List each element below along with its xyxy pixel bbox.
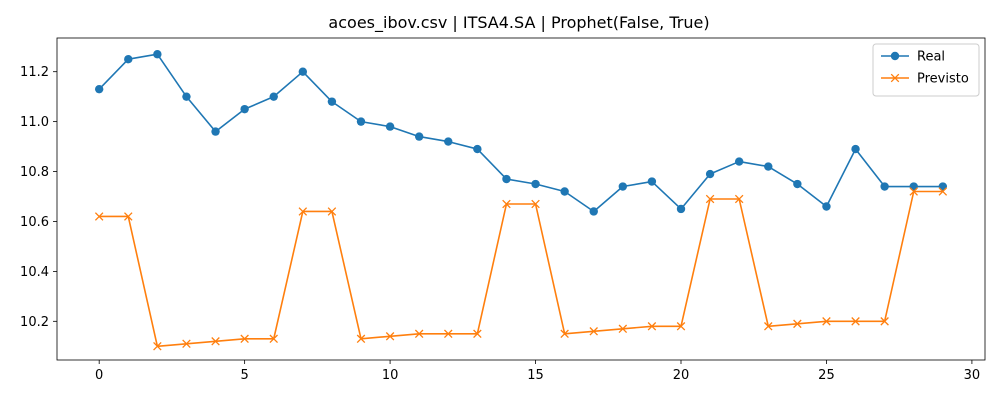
data-point-previsto — [240, 334, 249, 344]
legend-marker-real — [890, 51, 900, 61]
series-line-real — [98, 53, 943, 213]
data-point-real — [793, 179, 802, 189]
x-tick-label: 15 — [527, 368, 544, 383]
legend-label-real: Real — [917, 50, 945, 65]
data-point-previsto — [414, 329, 424, 339]
data-point-previsto — [211, 337, 220, 346]
data-point-previsto — [385, 332, 395, 341]
data-point-previsto — [793, 319, 802, 329]
data-point-previsto — [356, 334, 366, 344]
x-tick-label: 20 — [673, 368, 690, 383]
data-point-previsto — [298, 207, 308, 216]
legend-marker-previsto — [890, 73, 900, 83]
data-point-previsto — [444, 329, 453, 339]
data-point-real — [618, 182, 628, 191]
data-point-real — [822, 202, 831, 211]
data-point-real — [327, 97, 337, 106]
data-point-previsto — [269, 334, 278, 344]
data-point-real — [182, 92, 191, 101]
data-point-real — [734, 157, 744, 166]
data-point-real — [880, 182, 889, 191]
data-point-real — [356, 117, 366, 126]
data-point-real — [647, 177, 657, 186]
data-point-real — [153, 50, 162, 59]
x-tick-label: 30 — [964, 368, 981, 383]
data-point-real — [124, 55, 133, 64]
data-point-previsto — [880, 317, 889, 326]
data-point-real — [502, 174, 511, 184]
x-tick-label: 5 — [240, 368, 248, 383]
y-tick-label: 10.8 — [20, 165, 49, 180]
data-point-previsto — [327, 207, 337, 216]
data-point-previsto — [822, 317, 831, 326]
series-line-previsto — [99, 190, 943, 348]
data-point-previsto — [560, 329, 569, 339]
data-point-previsto — [647, 322, 657, 331]
data-point-previsto — [182, 339, 191, 349]
data-point-real — [240, 104, 249, 114]
data-point-previsto — [153, 342, 162, 351]
legend: Real Previsto — [872, 43, 980, 97]
data-point-previsto — [531, 199, 540, 209]
data-point-previsto — [734, 194, 744, 204]
data-point-real — [94, 84, 104, 94]
y-tick-label: 10.4 — [20, 265, 49, 280]
data-point-real — [444, 137, 453, 146]
y-tick-label: 10.2 — [20, 315, 49, 330]
legend-label-previsto: Previsto — [917, 72, 969, 87]
data-point-previsto — [589, 327, 598, 336]
x-tick-label: 10 — [382, 368, 399, 383]
data-point-previsto — [705, 194, 715, 204]
plot-area: 0 5 10 15 20 25 30 10.2 10.4 10.6 10.8 11.0 11.2 — [20, 37, 986, 383]
legend-box — [872, 43, 980, 97]
data-point-real — [211, 127, 220, 136]
data-point-real — [473, 144, 482, 154]
data-point-real — [269, 92, 278, 101]
data-point-real — [589, 207, 598, 216]
chart-title: acoes_ibov.csv | ITSA4.SA | Prophet(Fals… — [328, 13, 709, 33]
data-point-previsto — [676, 322, 686, 331]
data-point-real — [531, 179, 540, 189]
data-point-real — [560, 187, 569, 196]
data-point-real — [298, 67, 308, 76]
data-point-previsto — [124, 212, 133, 221]
axes-frame — [56, 37, 986, 361]
x-tick-label: 0 — [95, 368, 103, 383]
data-point-previsto — [618, 324, 628, 334]
x-tick-label: 25 — [818, 368, 835, 383]
data-point-real — [414, 132, 424, 141]
data-point-previsto — [909, 187, 918, 196]
data-point-previsto — [851, 317, 860, 326]
data-point-real — [851, 144, 860, 154]
data-point-previsto — [502, 199, 511, 209]
data-point-real — [676, 204, 686, 214]
y-tick-label: 10.6 — [20, 215, 49, 230]
data-point-real — [705, 169, 715, 179]
data-point-real — [764, 162, 773, 171]
data-point-previsto — [473, 329, 482, 339]
data-point-previsto — [938, 187, 948, 196]
data-point-previsto — [764, 322, 773, 331]
y-tick-label: 11.2 — [20, 65, 49, 80]
y-tick-label: 11.0 — [20, 115, 49, 130]
data-point-previsto — [94, 212, 104, 221]
data-point-real — [385, 122, 395, 131]
